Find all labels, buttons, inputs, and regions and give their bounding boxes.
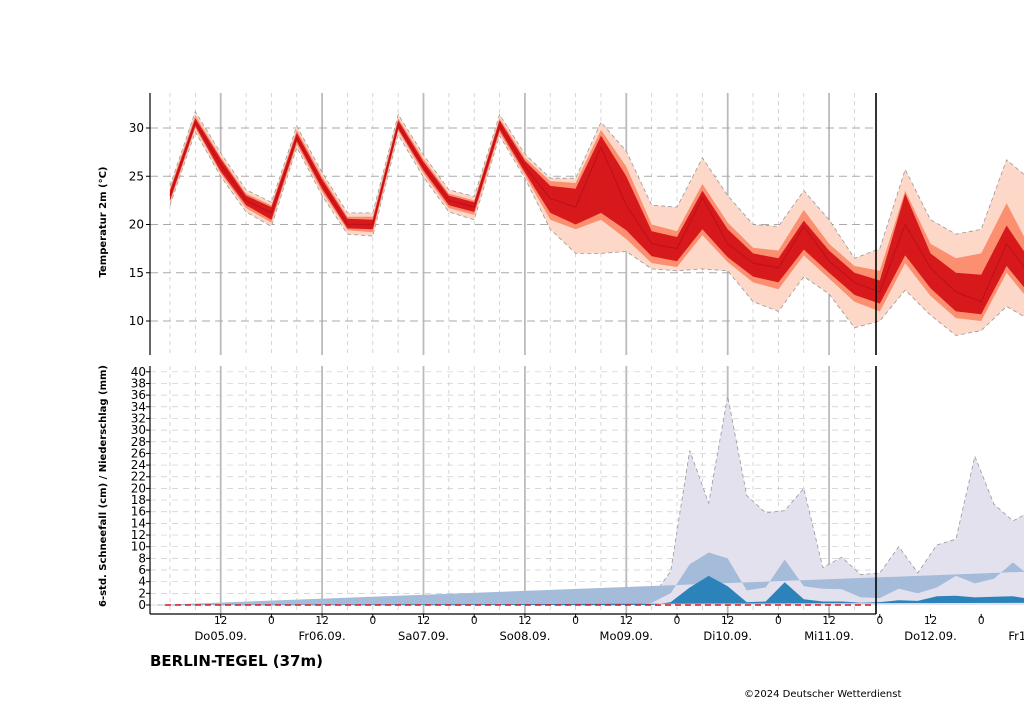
precipitation-band-max — [157, 396, 1024, 605]
x-day-label: So08.09. — [499, 629, 550, 643]
x-hour-label: 12 — [417, 615, 430, 627]
x-day-label: Mi11.09. — [804, 629, 854, 643]
x-day-label: Do05.09. — [194, 629, 246, 643]
precipitation-band-p90 — [157, 552, 1024, 605]
precipitation-tick-label: 12 — [131, 528, 146, 542]
x-day-label: Di10.09. — [703, 629, 752, 643]
temperature-tick-label: 15 — [129, 266, 144, 280]
x-hour-label: 12 — [620, 615, 633, 627]
precipitation-tick-label: 4 — [138, 575, 146, 589]
precipitation-tick-label: 18 — [131, 493, 146, 507]
temperature-bands — [169, 110, 1024, 336]
precipitation-tick-label: 20 — [131, 481, 146, 495]
temperature-tick-label: 30 — [129, 121, 144, 135]
station-title: BERLIN-TEGEL (37m) — [150, 652, 323, 670]
x-hour-label: 0 — [369, 615, 376, 627]
precipitation-tick-label: 34 — [131, 400, 146, 414]
temperature-min-line — [169, 130, 1024, 336]
x-hour-label: 12 — [518, 615, 531, 627]
x-hour-label: 0 — [471, 615, 478, 627]
x-day-label: Fr06.09. — [299, 629, 346, 643]
x-hour-label: 0 — [978, 615, 985, 627]
precipitation-tick-label: 40 — [131, 365, 146, 379]
precipitation-tick-label: 38 — [131, 376, 146, 390]
x-hour-label: 0 — [268, 615, 275, 627]
x-day-label: Fr13.09. — [1008, 629, 1024, 643]
x-hour-label: 12 — [822, 615, 835, 627]
precipitation-bands — [157, 396, 1024, 606]
temperature-band-p10-p90 — [170, 115, 1024, 321]
x-hour-label: 0 — [572, 615, 579, 627]
precipitation-tick-label: 26 — [131, 446, 146, 460]
precipitation-tick-label: 2 — [138, 586, 146, 600]
temperature-y-ticks: 10 15 20 25 30 — [129, 121, 150, 328]
x-hour-label: 12 — [315, 615, 328, 627]
x-day-label: Sa07.09. — [398, 629, 449, 643]
temperature-band-min-max — [170, 111, 1024, 336]
precipitation-tick-label: 28 — [131, 435, 146, 449]
precipitation-tick-label: 0 — [138, 598, 146, 612]
x-hour-label: 12 — [924, 615, 937, 627]
precipitation-tick-label: 14 — [131, 516, 146, 530]
temperature-panel: 10 15 20 25 30 Temperatur 2m (°C) — [98, 93, 1024, 355]
x-axis-labels: 120120120120120120120120120Do05.09.Fr06.… — [194, 614, 1024, 643]
x-day-label: Mo09.09. — [600, 629, 654, 643]
precipitation-tick-label: 16 — [131, 505, 146, 519]
temperature-median-line — [169, 120, 1024, 303]
x-hour-label: 0 — [775, 615, 782, 627]
precipitation-tick-label: 10 — [131, 540, 146, 554]
precipitation-y-axis-label: 6-std. Schneefall (cm) / Niederschlag (m… — [98, 365, 109, 607]
precipitation-tick-label: 22 — [131, 470, 146, 484]
precipitation-band-median — [157, 575, 1024, 605]
temperature-tick-label: 25 — [129, 169, 144, 183]
x-day-label: Do12.09. — [904, 629, 956, 643]
temperature-tick-label: 10 — [129, 314, 144, 328]
x-hour-label: 12 — [214, 615, 227, 627]
temperature-y-axis-label: Temperatur 2m (°C) — [98, 167, 109, 278]
copyright-notice: ©2024 Deutscher Wetterdienst — [744, 689, 902, 700]
precipitation-tick-label: 6 — [138, 563, 146, 577]
precipitation-tick-label: 30 — [131, 423, 146, 437]
x-hour-label: 12 — [721, 615, 734, 627]
precipitation-tick-label: 32 — [131, 411, 146, 425]
precipitation-tick-label: 36 — [131, 388, 146, 402]
x-hour-label: 0 — [876, 615, 883, 627]
precipitation-tick-label: 24 — [131, 458, 146, 472]
x-hour-label: 0 — [674, 615, 681, 627]
temperature-tick-label: 20 — [129, 218, 144, 232]
temperature-max-line — [169, 110, 1024, 259]
precipitation-tick-label: 8 — [138, 551, 146, 565]
